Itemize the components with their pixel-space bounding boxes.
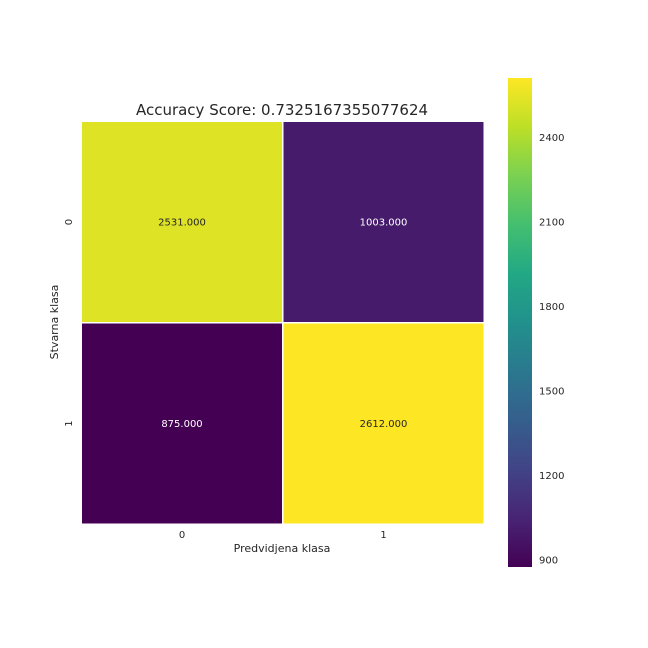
cell-value-label: 2612.000 <box>360 419 408 430</box>
colorbar-tick-label: 1800 <box>539 302 564 313</box>
heatmap-cell <box>82 122 282 322</box>
heatmap-cell <box>283 122 484 322</box>
heatmap-cell <box>82 323 282 524</box>
x-tick-label: 1 <box>380 530 386 541</box>
x-axis-label: Predvidjena klasa <box>234 542 331 555</box>
cell-value-label: 1003.000 <box>360 218 408 229</box>
colorbar-tick-label: 1500 <box>539 387 564 398</box>
cell-value-label: 875.000 <box>161 419 202 430</box>
cell-value-label: 2531.000 <box>158 218 206 229</box>
colorbar-tick-label: 900 <box>539 555 558 566</box>
x-tick-label: 0 <box>179 530 185 541</box>
heatmap-cell <box>283 323 484 524</box>
y-tick-label: 1 <box>64 420 75 426</box>
colorbar-tick-label: 2400 <box>539 133 564 144</box>
y-tick-labels: 01 <box>64 219 75 427</box>
colorbar-tick-label: 1200 <box>539 471 564 482</box>
y-axis-label: Stvarna klasa <box>48 285 61 360</box>
colorbar <box>508 78 532 567</box>
colorbar-tick-labels: 900 1200 1500 1800 2100 2400 <box>539 133 564 566</box>
chart-title: Accuracy Score: 0.7325167355077624 <box>136 101 428 119</box>
colorbar-tick-label: 2100 <box>539 218 564 229</box>
heatmap-cells: 2531.000 1003.000 875.000 2612.000 <box>82 122 484 524</box>
y-tick-label: 0 <box>64 219 75 225</box>
